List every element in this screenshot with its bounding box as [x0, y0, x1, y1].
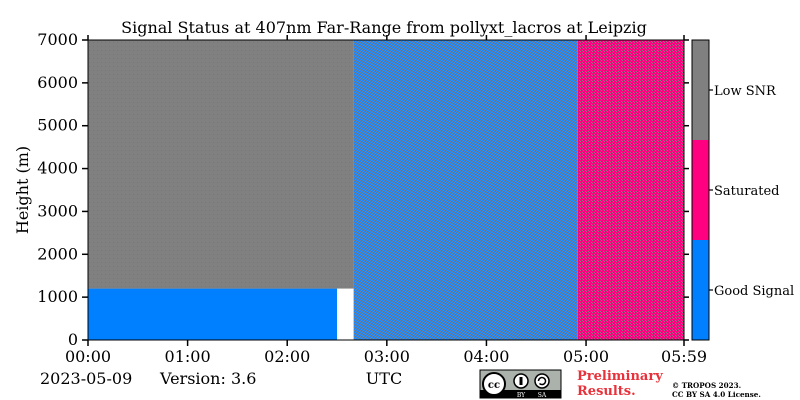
copyright-line-2: CC BY SA 4.0 License.: [672, 390, 761, 399]
copyright-note: © TROPOS 2023. CC BY SA 4.0 License.: [672, 381, 761, 399]
y-tick-label: 4000: [37, 159, 78, 178]
y-tick-label: 6000: [37, 73, 78, 92]
x-tick-label: 05:00: [563, 347, 609, 366]
x-axis-label: UTC: [366, 369, 402, 388]
x-tick-label: 01:00: [165, 347, 211, 366]
status-region-4: [577, 40, 684, 340]
y-tick-label: 5000: [37, 116, 78, 135]
y-tick-label: 2000: [37, 244, 78, 263]
colorbar-segment: [692, 40, 709, 140]
badge-sa: SA: [538, 392, 547, 399]
plot-frame: [87, 39, 685, 341]
x-tick-label: 04:00: [463, 347, 509, 366]
status-region-2: [88, 40, 354, 289]
colorbar-label: Low SNR: [714, 84, 777, 99]
colorbar-label: Good Signal: [714, 284, 794, 299]
x-tick-label: 02:00: [264, 347, 310, 366]
svg-text:cc: cc: [488, 380, 500, 391]
y-tick-label: 3000: [37, 201, 78, 220]
footer-date: 2023-05-09: [40, 369, 133, 388]
preliminary-line-1: Preliminary: [577, 369, 663, 384]
status-region-1: [88, 288, 338, 340]
footer-version: Version: 3.6: [160, 369, 257, 388]
cc-by-sa-badge: cc BY SA: [479, 369, 562, 399]
x-tick-label: 03:00: [364, 347, 410, 366]
y-tick-label: 1000: [37, 287, 78, 306]
y-tick-label: 0: [68, 330, 78, 349]
x-tick-label: 05:59: [661, 347, 707, 366]
preliminary-line-2: Results.: [577, 384, 636, 399]
preliminary-results-note: Preliminary Results.: [577, 369, 663, 399]
status-region-3: [353, 40, 578, 340]
colorbar-segment: [692, 240, 709, 340]
y-axis-label: Height (m): [13, 146, 32, 234]
colorbar-label: Saturated: [714, 184, 779, 199]
chart-title: Signal Status at 407nm Far-Range from po…: [121, 18, 647, 37]
y-tick-label: 7000: [37, 30, 78, 49]
x-tick-label: 00:00: [65, 347, 111, 366]
colorbar-segment: [692, 140, 709, 240]
colorbar-frame: [691, 39, 710, 341]
badge-by: BY: [517, 392, 526, 399]
copyright-line-1: © TROPOS 2023.: [672, 381, 742, 390]
